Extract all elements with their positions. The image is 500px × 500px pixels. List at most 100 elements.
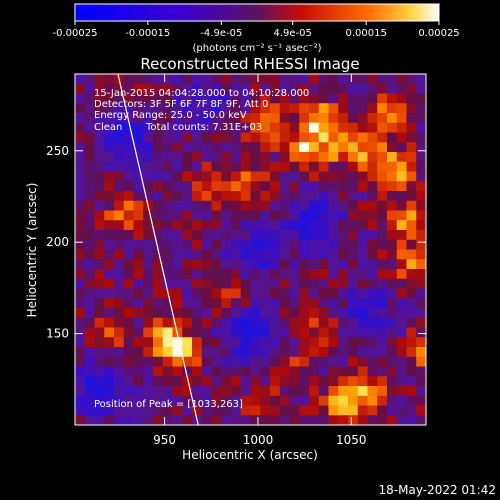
heatmap-cell <box>182 327 193 338</box>
heatmap-cell <box>260 269 271 280</box>
heatmap-cell <box>279 161 291 173</box>
heatmap-cell <box>201 74 213 85</box>
heatmap-cell <box>279 386 291 397</box>
heatmap-cell <box>250 122 261 134</box>
heatmap-cell <box>143 181 154 192</box>
heatmap-cell <box>309 308 320 319</box>
heatmap-cell <box>328 298 339 309</box>
heatmap-cell <box>240 337 252 348</box>
heatmap-cell <box>416 386 426 397</box>
colorbar-tick-label: 0.00025 <box>418 28 459 39</box>
x-axis: 950 1000 1050 <box>153 74 367 447</box>
heatmap-cell <box>299 74 310 85</box>
heatmap-cell <box>318 220 330 231</box>
heatmap-cell <box>377 132 388 143</box>
heatmap-cell <box>367 132 378 143</box>
heatmap-cell <box>289 386 300 397</box>
heatmap-cell <box>104 210 115 221</box>
annotation-time: 15-Jan-2015 04:04:28.000 to 04:10:28.000 <box>94 88 309 99</box>
annotation-energy: Energy Range: 25.0 - 50.0 keV <box>94 110 247 121</box>
heatmap-cell <box>377 113 388 124</box>
heatmap-cell <box>260 239 271 251</box>
heatmap-cell <box>416 161 426 173</box>
heatmap-cell <box>182 83 193 95</box>
heatmap-cell <box>143 366 154 377</box>
heatmap-cell <box>348 298 359 309</box>
heatmap-cell <box>357 161 369 173</box>
heatmap-cell <box>299 337 310 348</box>
heatmap-cell <box>94 308 105 319</box>
heatmap-cell <box>396 181 408 192</box>
heatmap-cell <box>182 220 193 231</box>
heatmap-cell <box>318 347 330 358</box>
heatmap-cell <box>221 269 232 280</box>
heatmap-cell <box>153 308 164 319</box>
heatmap-cell <box>123 171 135 182</box>
heatmap-cell <box>416 113 426 124</box>
heatmap-cell <box>84 122 96 134</box>
heatmap-cell <box>172 317 183 329</box>
heatmap-cell <box>367 337 378 348</box>
heatmap-cell <box>192 249 203 260</box>
heatmap-cell <box>182 152 193 163</box>
heatmap-cell <box>240 298 252 309</box>
heatmap-cell <box>182 347 193 358</box>
heatmap-cell <box>221 132 232 143</box>
heatmap-cell <box>94 376 105 387</box>
heatmap-cell <box>240 152 252 163</box>
heatmap-cell <box>211 152 222 163</box>
heatmap-cell <box>231 210 242 221</box>
heatmap-cell <box>260 161 271 173</box>
heatmap-cell <box>201 356 213 368</box>
heatmap-cell <box>133 83 144 95</box>
heatmap-cell <box>211 337 222 348</box>
heatmap-cell <box>162 142 174 153</box>
heatmap-cell <box>231 356 242 368</box>
heatmap-cell <box>192 239 203 251</box>
heatmap-cell <box>162 405 174 416</box>
heatmap-cell <box>192 142 203 153</box>
heatmap-cell <box>309 337 320 348</box>
heatmap-cell <box>192 376 203 387</box>
heatmap-cell <box>123 269 135 280</box>
heatmap-cell <box>338 83 349 95</box>
heatmap-cell <box>182 337 193 348</box>
heatmap-cell <box>357 327 369 338</box>
heatmap-cell <box>299 366 310 377</box>
heatmap-cell <box>250 210 261 221</box>
heatmap-cell <box>192 200 203 212</box>
heatmap-cell <box>231 74 242 85</box>
heatmap-cell <box>211 366 222 377</box>
heatmap-cell <box>192 366 203 377</box>
heatmap-cell <box>357 122 369 134</box>
chart-title: Reconstructed RHESSI Image <box>140 55 359 73</box>
heatmap-cell <box>201 308 213 319</box>
heatmap-cell <box>299 356 310 368</box>
heatmap-cell <box>123 122 135 134</box>
heatmap-cell <box>75 132 86 143</box>
heatmap-cell <box>162 181 174 192</box>
heatmap-cell <box>348 103 359 114</box>
heatmap-cell <box>240 386 252 397</box>
heatmap-cell <box>416 395 426 407</box>
heatmap-cell <box>133 239 144 251</box>
heatmap-cell <box>143 269 154 280</box>
heatmap-cell <box>94 327 105 338</box>
heatmap-cell <box>84 74 96 85</box>
heatmap-cell <box>260 288 271 299</box>
heatmap-cell <box>221 220 232 231</box>
heatmap-cell <box>279 220 291 231</box>
heatmap-cell <box>240 83 252 95</box>
heatmap-cell <box>270 132 281 143</box>
heatmap-cell <box>318 113 330 124</box>
heatmap-cell <box>192 83 203 95</box>
heatmap-cell <box>221 376 232 387</box>
heatmap-cell <box>289 405 300 416</box>
heatmap-cell <box>153 230 164 241</box>
heatmap-cell <box>416 376 426 387</box>
heatmap-cell <box>114 347 125 358</box>
heatmap-cell <box>182 93 193 104</box>
heatmap-cell <box>357 152 369 163</box>
heatmap-cell <box>328 405 339 416</box>
heatmap-cell <box>318 249 330 260</box>
